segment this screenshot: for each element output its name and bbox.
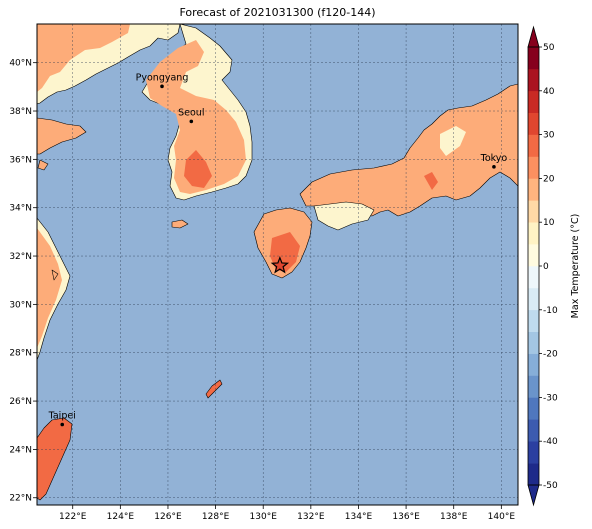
star-shape bbox=[270, 256, 290, 274]
lat-tick-label: 22°N bbox=[9, 494, 32, 504]
colorbar-segment bbox=[528, 47, 539, 70]
city-dot bbox=[189, 119, 194, 124]
land-shikoku bbox=[313, 201, 375, 231]
city-labels: Pyongyang Seoul Tokyo Taipei bbox=[48, 72, 508, 427]
latitude-axis: 22°N 24°N 26°N 28°N 30°N 32°N 34°N 36°N 38°N 40°N bbox=[9, 59, 37, 504]
colorbar-segment bbox=[528, 178, 539, 201]
longitude-axis: 122°E 124°E 126°E 128°E 130°E 132°E 134°E 136°E… bbox=[59, 505, 515, 522]
colorbar-segment bbox=[528, 287, 539, 311]
colorbar-segment bbox=[528, 375, 539, 398]
lat-tick-label: 24°N bbox=[9, 445, 32, 455]
map-frame bbox=[36, 23, 519, 506]
colorbar-segment bbox=[528, 112, 539, 135]
city-label: Tokyo bbox=[480, 153, 508, 164]
colorbar-tick-label: 40 bbox=[543, 87, 555, 97]
lat-tick-label: 32°N bbox=[9, 252, 32, 262]
colorbar-segment bbox=[528, 309, 539, 332]
cool-area-honshu bbox=[440, 126, 466, 156]
colorbar-segment bbox=[528, 331, 539, 354]
colorbar-tick-label: -20 bbox=[543, 350, 558, 360]
lat-tick-label: 34°N bbox=[9, 204, 32, 214]
colorbar-segment bbox=[528, 463, 539, 486]
lat-tick-label: 30°N bbox=[9, 300, 32, 310]
colorbar-tick-label: -10 bbox=[543, 306, 558, 316]
colorbar-segment bbox=[528, 90, 539, 113]
lon-tick-label: 140°E bbox=[488, 512, 516, 522]
lon-tick-label: 130°E bbox=[250, 512, 278, 522]
land-ryukyu bbox=[205, 379, 223, 399]
colorbar-tick-label: -50 bbox=[543, 481, 558, 491]
colorbar-segment bbox=[528, 68, 539, 92]
lon-tick-label: 132°E bbox=[297, 512, 325, 522]
colorbar-tick-label: -30 bbox=[543, 393, 558, 403]
city-label: Pyongyang bbox=[136, 72, 189, 83]
map-title: Forecast of 2021031300 (f120-144) bbox=[179, 6, 376, 19]
land-taiwan bbox=[37, 417, 73, 501]
hot-area-honshu bbox=[424, 172, 438, 190]
land-shandong bbox=[37, 117, 87, 155]
city-dot bbox=[60, 422, 65, 427]
warm-area-korea bbox=[146, 40, 246, 194]
city-label: Seoul bbox=[178, 107, 204, 118]
lat-tick-label: 38°N bbox=[9, 107, 32, 117]
lon-tick-label: 136°E bbox=[392, 512, 420, 522]
city-label: Taipei bbox=[48, 411, 76, 422]
warm-area-north-china bbox=[37, 24, 130, 92]
temperature-colorbar: -50 -40 -30 -20 -10 0 10 20 30 40 50 bbox=[527, 25, 558, 507]
colorbar-segment bbox=[528, 134, 539, 157]
colorbar-tick-label: -40 bbox=[543, 437, 558, 447]
colorbar-segment bbox=[528, 419, 539, 442]
warm-area-south-china bbox=[37, 228, 62, 348]
lon-tick-label: 126°E bbox=[154, 512, 182, 522]
lon-tick-label: 128°E bbox=[202, 512, 230, 522]
lat-tick-label: 36°N bbox=[9, 155, 32, 165]
colorbar-tick-label: 0 bbox=[543, 262, 549, 272]
colorbar-segment bbox=[528, 244, 539, 267]
colorbar-extend-min bbox=[527, 484, 540, 507]
map-gridlines bbox=[37, 24, 518, 505]
lon-tick-label: 122°E bbox=[59, 512, 87, 522]
lat-tick-label: 26°N bbox=[9, 397, 32, 407]
land-islets-west bbox=[37, 159, 59, 281]
colorbar-segment bbox=[528, 156, 539, 179]
lon-tick-label: 138°E bbox=[440, 512, 468, 522]
colorbar-tick-label: 20 bbox=[543, 174, 555, 184]
land-jeju bbox=[171, 219, 189, 229]
lon-tick-label: 124°E bbox=[107, 512, 135, 522]
forecast-point-star-icon bbox=[270, 256, 290, 274]
colorbar-tick-label: 10 bbox=[543, 218, 555, 228]
colorbar-segment bbox=[528, 200, 539, 223]
city-dot bbox=[492, 165, 496, 169]
colorbar-tick-label: 30 bbox=[543, 131, 555, 141]
colorbar-label: Max Temperature (°C) bbox=[570, 214, 581, 319]
colorbar-segment bbox=[528, 222, 539, 245]
colorbar-segment bbox=[528, 266, 539, 289]
colorbar-extend-max bbox=[527, 25, 540, 48]
lat-tick-label: 40°N bbox=[9, 59, 32, 69]
colorbar-segment bbox=[528, 397, 539, 420]
colorbar-segment bbox=[528, 353, 539, 376]
colorbar-segment bbox=[528, 441, 539, 464]
city-dot bbox=[160, 84, 164, 89]
hot-area-kyushu bbox=[270, 232, 300, 272]
lat-tick-label: 28°N bbox=[9, 349, 32, 359]
colorbar-tick-label: 50 bbox=[543, 43, 555, 53]
lon-tick-label: 134°E bbox=[345, 512, 373, 522]
